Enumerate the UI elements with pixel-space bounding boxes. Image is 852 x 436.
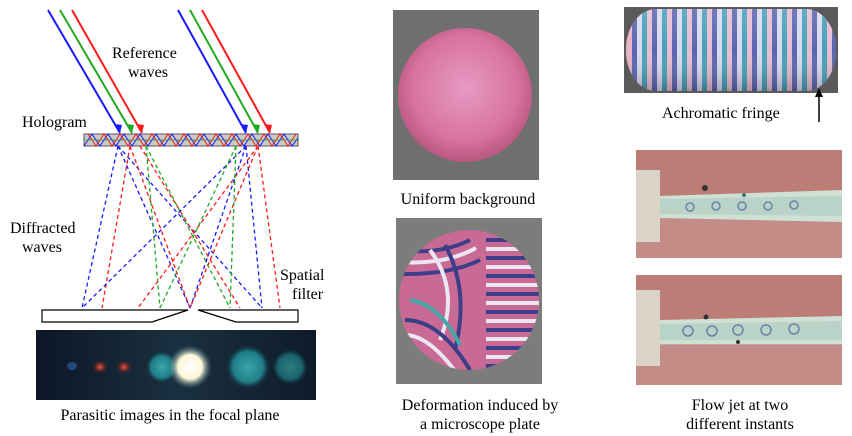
reference-waves-line2: waves [128, 64, 168, 81]
flow-jet-photo-2 [636, 275, 842, 385]
reference-beams-right [177, 9, 272, 134]
uniform-background-photo [393, 10, 539, 180]
reference-waves-label: Reference waves [112, 44, 177, 82]
spatial-filter-label: Spatial filter [280, 266, 324, 304]
deformation-photo [396, 218, 542, 384]
deformation-caption: Deformation induced by a microscope plat… [380, 396, 580, 434]
achromatic-fringe-photo [624, 7, 838, 122]
uniform-caption: Uniform background [400, 191, 536, 208]
flow-jet-line1: Flow jet at two [691, 397, 789, 414]
deformation-line2: a microscope plate [420, 416, 540, 433]
diffracted-waves-line1: Diffracted [10, 220, 76, 237]
achromatic-caption: Achromatic fringe [662, 105, 780, 122]
hologram-plate [83, 133, 299, 147]
spatial-filter-line1: Spatial [280, 267, 325, 284]
spatial-filter-line2: filter [292, 286, 324, 303]
diffracted-waves-label: Diffracted waves [10, 219, 75, 257]
flow-jet-line2: different instants [686, 416, 794, 433]
focal-plane-image [36, 330, 316, 400]
reference-waves-line1: Reference [112, 45, 177, 62]
flow-jet-caption: Flow jet at two different instants [660, 396, 820, 434]
diffracted-waves-line2: waves [22, 239, 62, 256]
deformation-line1: Deformation induced by [401, 397, 559, 414]
reference-beams-left [47, 9, 144, 134]
flow-jet-photo-1 [636, 150, 842, 258]
spatial-filter [41, 309, 299, 323]
diffracted-rays [81, 145, 281, 309]
hologram-label: Hologram [22, 114, 87, 131]
parasitic-caption: Parasitic images in the focal plane [60, 407, 280, 424]
